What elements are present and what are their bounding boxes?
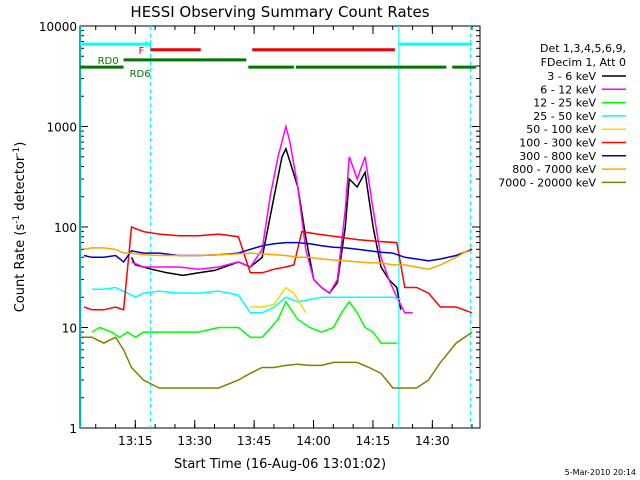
legend-entry-label: 50 - 100 keV — [526, 123, 596, 136]
series-line — [83, 241, 473, 263]
footer-timestamp: 5-Mar-2010 20:14 — [565, 468, 636, 477]
y-tick-label: 10 — [62, 322, 77, 336]
x-tick-label: 14:00 — [296, 434, 331, 448]
y-tick-label: 100 — [54, 221, 77, 235]
legend-header: FDecim 1, Att 0 — [541, 56, 626, 69]
time-markers — [80, 26, 471, 428]
legend-entry-label: 100 - 300 keV — [519, 137, 596, 150]
x-axis-ticks: 13:15 13:30 13:45 14:00 14:15 14:30 — [95, 26, 473, 448]
legend-entry-label: 12 - 25 keV — [533, 97, 596, 110]
y-axis-ticks: 1 10 100 1000 10000 — [39, 20, 480, 436]
y-axis-label-part2: detector — [13, 155, 28, 215]
y-axis-label-part1: Count Rate (s — [13, 224, 28, 313]
legend-entry-label: 3 - 6 keV — [547, 70, 596, 83]
y-tick-label: 1 — [69, 422, 77, 436]
flag-label: N — [144, 40, 151, 51]
series-line — [91, 300, 397, 344]
legend-entry-label: 7000 - 20000 keV — [498, 176, 596, 189]
flag-label: RD0 — [98, 56, 119, 67]
legend-entry-label: 6 - 12 keV — [540, 83, 596, 96]
legend-entry-label: 25 - 50 keV — [533, 110, 596, 123]
series-layer — [83, 123, 473, 389]
x-tick-label: 13:45 — [237, 434, 272, 448]
chart-title: HESSI Observing Summary Count Rates — [130, 3, 429, 21]
x-tick-label: 13:30 — [177, 434, 212, 448]
series-line — [83, 247, 473, 270]
y-axis-label-part3: ) — [13, 142, 28, 147]
legend-entry-label: 800 - 7000 keV — [512, 163, 596, 176]
y-axis-label-sup2: -1 — [12, 147, 22, 156]
x-tick-label: 13:15 — [118, 434, 153, 448]
x-tick-label: 14:30 — [415, 434, 450, 448]
series-line — [130, 146, 402, 310]
series-line — [84, 331, 473, 389]
flag-label: F — [138, 46, 144, 57]
x-tick-label: 14:15 — [356, 434, 391, 448]
series-line — [131, 123, 413, 314]
flag-label: RD6 — [130, 69, 151, 80]
y-axis-label-sup1: -1 — [12, 215, 22, 224]
legend-header: Det 1,3,4,5,6,9, — [540, 42, 626, 55]
x-axis-label: Start Time (16-Aug-06 13:01:02) — [174, 457, 386, 472]
series-line — [91, 286, 402, 314]
y-tick-label: 1000 — [46, 121, 77, 135]
y-axis-label: Count Rate (s-1 detector-1) — [12, 142, 28, 313]
series-line — [250, 286, 307, 314]
y-tick-label: 10000 — [39, 20, 77, 34]
legend-entry-label: 300 - 800 keV — [519, 150, 596, 163]
legend: Det 1,3,4,5,6,9,FDecim 1, Att 03 - 6 keV… — [498, 42, 626, 189]
plot-area: 1 10 100 1000 10000 13:15 13:30 13:45 14:00 14:1… — [39, 20, 481, 448]
flag-bars: NF RD0 RD6 — [80, 40, 477, 80]
